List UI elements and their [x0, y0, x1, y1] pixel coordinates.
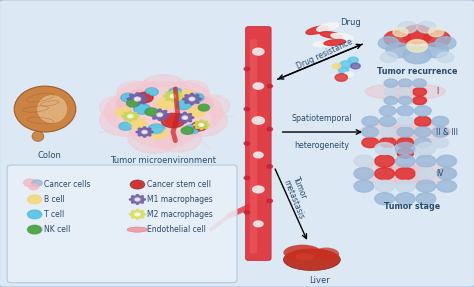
Circle shape: [244, 176, 250, 180]
Circle shape: [135, 198, 140, 201]
Circle shape: [416, 168, 436, 180]
Circle shape: [379, 148, 396, 158]
Circle shape: [379, 106, 396, 116]
Circle shape: [252, 117, 264, 124]
Circle shape: [182, 116, 188, 119]
Circle shape: [148, 124, 165, 134]
Ellipse shape: [394, 85, 445, 99]
Polygon shape: [136, 127, 153, 137]
Circle shape: [414, 148, 431, 158]
Circle shape: [393, 28, 408, 37]
Circle shape: [175, 100, 191, 110]
Ellipse shape: [295, 253, 314, 261]
Ellipse shape: [283, 245, 321, 261]
FancyBboxPatch shape: [250, 39, 257, 253]
Circle shape: [244, 67, 250, 71]
Circle shape: [267, 84, 273, 88]
Circle shape: [156, 98, 175, 109]
Circle shape: [152, 88, 175, 102]
Circle shape: [169, 88, 182, 96]
Circle shape: [142, 131, 147, 133]
Circle shape: [104, 92, 171, 132]
Circle shape: [414, 137, 431, 148]
Circle shape: [397, 106, 414, 116]
Circle shape: [416, 143, 436, 154]
Circle shape: [150, 125, 163, 133]
Circle shape: [140, 75, 187, 103]
Circle shape: [437, 155, 456, 167]
Circle shape: [136, 105, 149, 113]
Circle shape: [332, 63, 341, 69]
Circle shape: [184, 125, 200, 134]
Text: Tumor
metastasis: Tumor metastasis: [282, 175, 315, 221]
Circle shape: [424, 43, 448, 58]
Circle shape: [244, 142, 250, 145]
Circle shape: [116, 107, 131, 117]
Circle shape: [194, 123, 204, 129]
Circle shape: [414, 106, 431, 116]
Circle shape: [255, 50, 261, 53]
Circle shape: [395, 193, 415, 205]
Circle shape: [244, 107, 250, 111]
Circle shape: [432, 137, 449, 148]
Circle shape: [414, 127, 431, 137]
Circle shape: [100, 105, 152, 136]
Polygon shape: [164, 90, 182, 102]
Circle shape: [253, 48, 264, 55]
Circle shape: [100, 96, 137, 119]
Circle shape: [161, 90, 190, 108]
Circle shape: [413, 88, 427, 96]
Circle shape: [348, 57, 358, 63]
Circle shape: [118, 110, 142, 125]
Circle shape: [379, 137, 396, 148]
Circle shape: [130, 180, 145, 189]
Circle shape: [395, 168, 415, 180]
Circle shape: [133, 182, 142, 187]
Polygon shape: [182, 93, 201, 105]
Circle shape: [267, 165, 273, 168]
Circle shape: [432, 127, 449, 137]
Circle shape: [170, 89, 181, 95]
Polygon shape: [127, 93, 148, 105]
Circle shape: [119, 122, 132, 130]
Circle shape: [29, 226, 40, 233]
Text: Liver: Liver: [309, 276, 329, 284]
Circle shape: [120, 123, 131, 129]
Circle shape: [416, 193, 436, 205]
Circle shape: [199, 105, 209, 110]
Circle shape: [256, 222, 261, 225]
Circle shape: [254, 221, 263, 227]
Ellipse shape: [313, 41, 335, 46]
Circle shape: [128, 122, 180, 154]
Circle shape: [129, 90, 150, 102]
Text: heterogeneity: heterogeneity: [294, 141, 349, 150]
Circle shape: [375, 155, 394, 167]
Circle shape: [24, 179, 36, 187]
Circle shape: [180, 90, 195, 99]
Circle shape: [116, 98, 135, 109]
Circle shape: [128, 118, 146, 129]
Circle shape: [177, 101, 190, 109]
Ellipse shape: [324, 40, 346, 45]
Circle shape: [29, 211, 40, 218]
Circle shape: [32, 180, 42, 186]
Circle shape: [198, 104, 210, 111]
Circle shape: [413, 96, 427, 105]
Circle shape: [188, 107, 205, 117]
Circle shape: [170, 94, 176, 98]
Ellipse shape: [32, 131, 44, 141]
Circle shape: [199, 123, 204, 126]
Ellipse shape: [360, 123, 422, 141]
Circle shape: [378, 37, 399, 49]
Ellipse shape: [36, 95, 67, 123]
Circle shape: [145, 88, 158, 96]
FancyBboxPatch shape: [7, 165, 237, 283]
Text: II & III: II & III: [436, 127, 458, 137]
Circle shape: [255, 119, 262, 123]
Ellipse shape: [313, 247, 339, 261]
Circle shape: [187, 110, 211, 125]
Text: Endothelial cell: Endothelial cell: [147, 225, 206, 234]
Circle shape: [375, 168, 394, 180]
Circle shape: [192, 95, 230, 118]
